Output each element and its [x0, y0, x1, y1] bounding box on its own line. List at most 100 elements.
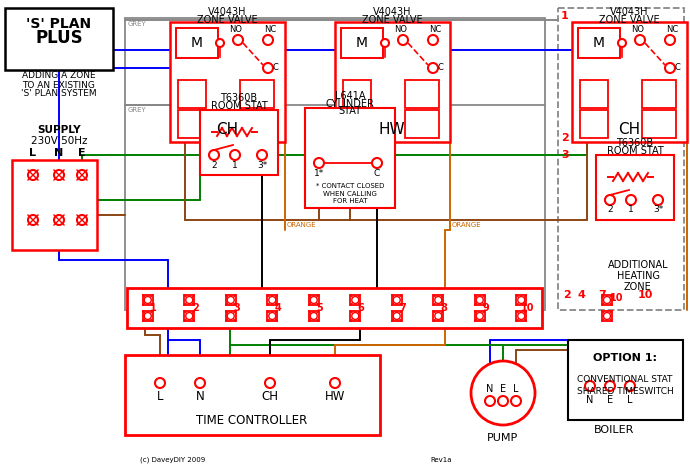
Circle shape [471, 361, 535, 425]
Text: N: N [196, 390, 204, 403]
Text: V4043H: V4043H [373, 7, 411, 17]
Text: HEATING: HEATING [616, 271, 660, 281]
Text: 1: 1 [232, 161, 238, 169]
FancyBboxPatch shape [602, 295, 612, 305]
Text: NC: NC [264, 25, 276, 35]
FancyBboxPatch shape [5, 8, 113, 70]
FancyBboxPatch shape [170, 22, 285, 142]
Circle shape [144, 297, 151, 304]
Text: ZONE VALVE: ZONE VALVE [599, 15, 660, 25]
Text: 1: 1 [150, 303, 157, 313]
Text: 3: 3 [561, 150, 569, 160]
Text: ORANGE: ORANGE [452, 222, 482, 228]
FancyBboxPatch shape [642, 80, 676, 108]
Circle shape [665, 63, 675, 73]
Text: C: C [272, 64, 278, 73]
Text: FOR HEAT: FOR HEAT [333, 198, 367, 204]
FancyBboxPatch shape [226, 295, 236, 305]
Text: TIME CONTROLLER: TIME CONTROLLER [197, 414, 308, 426]
Circle shape [435, 297, 442, 304]
Circle shape [216, 39, 224, 47]
FancyBboxPatch shape [308, 311, 319, 321]
FancyBboxPatch shape [240, 80, 274, 108]
Text: L: L [513, 384, 519, 394]
FancyBboxPatch shape [558, 8, 684, 310]
FancyBboxPatch shape [516, 311, 526, 321]
Circle shape [435, 313, 442, 320]
Circle shape [54, 215, 64, 225]
Text: N: N [486, 384, 493, 394]
FancyBboxPatch shape [405, 80, 439, 108]
Text: L: L [627, 395, 633, 405]
Text: ADDITIONAL: ADDITIONAL [608, 260, 669, 270]
FancyBboxPatch shape [602, 311, 612, 321]
Text: * CONTACT CLOSED: * CONTACT CLOSED [316, 183, 384, 189]
Text: GREY: GREY [128, 107, 147, 113]
Text: SHARED TIMESWITCH: SHARED TIMESWITCH [577, 388, 673, 396]
Text: T6360B: T6360B [220, 93, 257, 103]
Circle shape [263, 63, 273, 73]
Text: ZONE VALVE: ZONE VALVE [197, 15, 257, 25]
Text: 230V 50Hz: 230V 50Hz [31, 136, 87, 146]
Text: C: C [374, 168, 380, 177]
Text: V4043H: V4043H [610, 7, 648, 17]
FancyBboxPatch shape [12, 160, 97, 250]
FancyBboxPatch shape [572, 22, 687, 142]
Circle shape [476, 297, 483, 304]
Text: 'S' PLAN SYSTEM: 'S' PLAN SYSTEM [21, 89, 97, 98]
FancyBboxPatch shape [178, 80, 206, 108]
Circle shape [372, 158, 382, 168]
Circle shape [653, 195, 663, 205]
Text: 8: 8 [441, 303, 448, 313]
FancyBboxPatch shape [267, 295, 277, 305]
FancyBboxPatch shape [143, 311, 152, 321]
Text: T6360B: T6360B [616, 138, 653, 148]
Text: 4: 4 [578, 290, 586, 300]
Text: ADDING A ZONE: ADDING A ZONE [22, 72, 96, 80]
Circle shape [605, 195, 615, 205]
Circle shape [77, 215, 87, 225]
Text: 6: 6 [358, 303, 364, 313]
Text: L641A: L641A [335, 91, 365, 101]
FancyBboxPatch shape [642, 110, 676, 138]
Circle shape [195, 378, 205, 388]
Text: STAT: STAT [339, 106, 362, 116]
Text: 2: 2 [563, 290, 571, 300]
Text: 2: 2 [211, 161, 217, 169]
Text: 4: 4 [275, 303, 282, 313]
Text: CH: CH [618, 123, 640, 138]
Text: GREY: GREY [128, 21, 147, 27]
Text: SUPPLY: SUPPLY [37, 125, 81, 135]
FancyBboxPatch shape [127, 288, 542, 328]
Circle shape [314, 158, 324, 168]
Text: OPTION 1:: OPTION 1: [593, 353, 657, 363]
FancyBboxPatch shape [226, 311, 236, 321]
Text: BOILER: BOILER [594, 425, 634, 435]
Text: 2: 2 [192, 303, 199, 313]
Text: C: C [674, 64, 680, 73]
Circle shape [257, 150, 267, 160]
Text: TO AN EXISTING: TO AN EXISTING [23, 80, 95, 89]
FancyBboxPatch shape [341, 28, 383, 58]
Circle shape [476, 313, 483, 320]
Text: ROOM STAT: ROOM STAT [210, 101, 268, 111]
Text: 3*: 3* [257, 161, 267, 169]
Text: N: N [586, 395, 593, 405]
FancyBboxPatch shape [596, 155, 674, 220]
Circle shape [605, 381, 615, 391]
Text: 'S' PLAN: 'S' PLAN [26, 17, 92, 31]
Text: 10: 10 [520, 303, 534, 313]
FancyBboxPatch shape [343, 110, 371, 138]
Text: ZONE VALVE: ZONE VALVE [362, 15, 422, 25]
Circle shape [511, 396, 521, 406]
Text: Rev1a: Rev1a [430, 457, 451, 463]
FancyBboxPatch shape [240, 110, 274, 138]
Circle shape [428, 63, 438, 73]
Circle shape [398, 35, 408, 45]
FancyBboxPatch shape [580, 110, 608, 138]
Circle shape [186, 313, 193, 320]
Text: M: M [191, 36, 203, 50]
Text: NC: NC [429, 25, 441, 35]
FancyBboxPatch shape [125, 355, 380, 435]
Text: 3*: 3* [653, 205, 663, 214]
